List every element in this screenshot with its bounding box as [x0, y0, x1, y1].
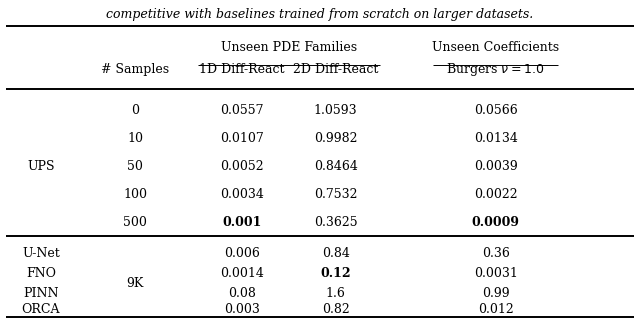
- Text: Unseen PDE Families: Unseen PDE Families: [221, 41, 356, 54]
- Text: 100: 100: [123, 188, 147, 201]
- Text: 50: 50: [127, 160, 143, 173]
- Text: 500: 500: [123, 216, 147, 229]
- Text: 10: 10: [127, 132, 143, 145]
- Text: 0.84: 0.84: [322, 247, 349, 260]
- Text: 0.0566: 0.0566: [474, 104, 518, 117]
- Text: 0.9982: 0.9982: [314, 132, 357, 145]
- Text: PINN: PINN: [23, 287, 59, 300]
- Text: ORCA: ORCA: [22, 303, 60, 316]
- Text: 0.012: 0.012: [477, 303, 513, 316]
- Text: 0.0107: 0.0107: [220, 132, 264, 145]
- Text: # Samples: # Samples: [101, 63, 169, 76]
- Text: 0.0031: 0.0031: [474, 267, 518, 280]
- Text: 9K: 9K: [126, 277, 143, 290]
- Text: 1.0593: 1.0593: [314, 104, 358, 117]
- Text: Burgers $\nu = 1.0$: Burgers $\nu = 1.0$: [447, 61, 545, 78]
- Text: 0.36: 0.36: [482, 247, 509, 260]
- Text: 0.0009: 0.0009: [472, 216, 520, 229]
- Text: 0.0022: 0.0022: [474, 188, 517, 201]
- Text: 0.3625: 0.3625: [314, 216, 358, 229]
- Text: competitive with baselines trained from scratch on larger datasets.: competitive with baselines trained from …: [106, 8, 534, 21]
- Text: 1D Diff-React: 1D Diff-React: [199, 63, 284, 76]
- Text: 0.0034: 0.0034: [220, 188, 264, 201]
- Text: 0.8464: 0.8464: [314, 160, 358, 173]
- Text: 0.0039: 0.0039: [474, 160, 518, 173]
- Text: 0.7532: 0.7532: [314, 188, 357, 201]
- Text: FNO: FNO: [26, 267, 56, 280]
- Text: 0.0052: 0.0052: [220, 160, 264, 173]
- Text: 0.001: 0.001: [222, 216, 261, 229]
- Text: 2D Diff-React: 2D Diff-React: [293, 63, 378, 76]
- Text: U-Net: U-Net: [22, 247, 60, 260]
- Text: 0.0014: 0.0014: [220, 267, 264, 280]
- Text: Unseen Coefficients: Unseen Coefficients: [432, 41, 559, 54]
- Text: 0.08: 0.08: [228, 287, 255, 300]
- Text: 0.82: 0.82: [322, 303, 349, 316]
- Text: 0.0557: 0.0557: [220, 104, 263, 117]
- Text: 0.12: 0.12: [321, 267, 351, 280]
- Text: 0.006: 0.006: [223, 247, 260, 260]
- Text: 0.0134: 0.0134: [474, 132, 518, 145]
- Text: 1.6: 1.6: [326, 287, 346, 300]
- Text: 0.003: 0.003: [223, 303, 260, 316]
- Text: UPS: UPS: [27, 160, 54, 173]
- Text: 0.99: 0.99: [482, 287, 509, 300]
- Text: 0: 0: [131, 104, 139, 117]
